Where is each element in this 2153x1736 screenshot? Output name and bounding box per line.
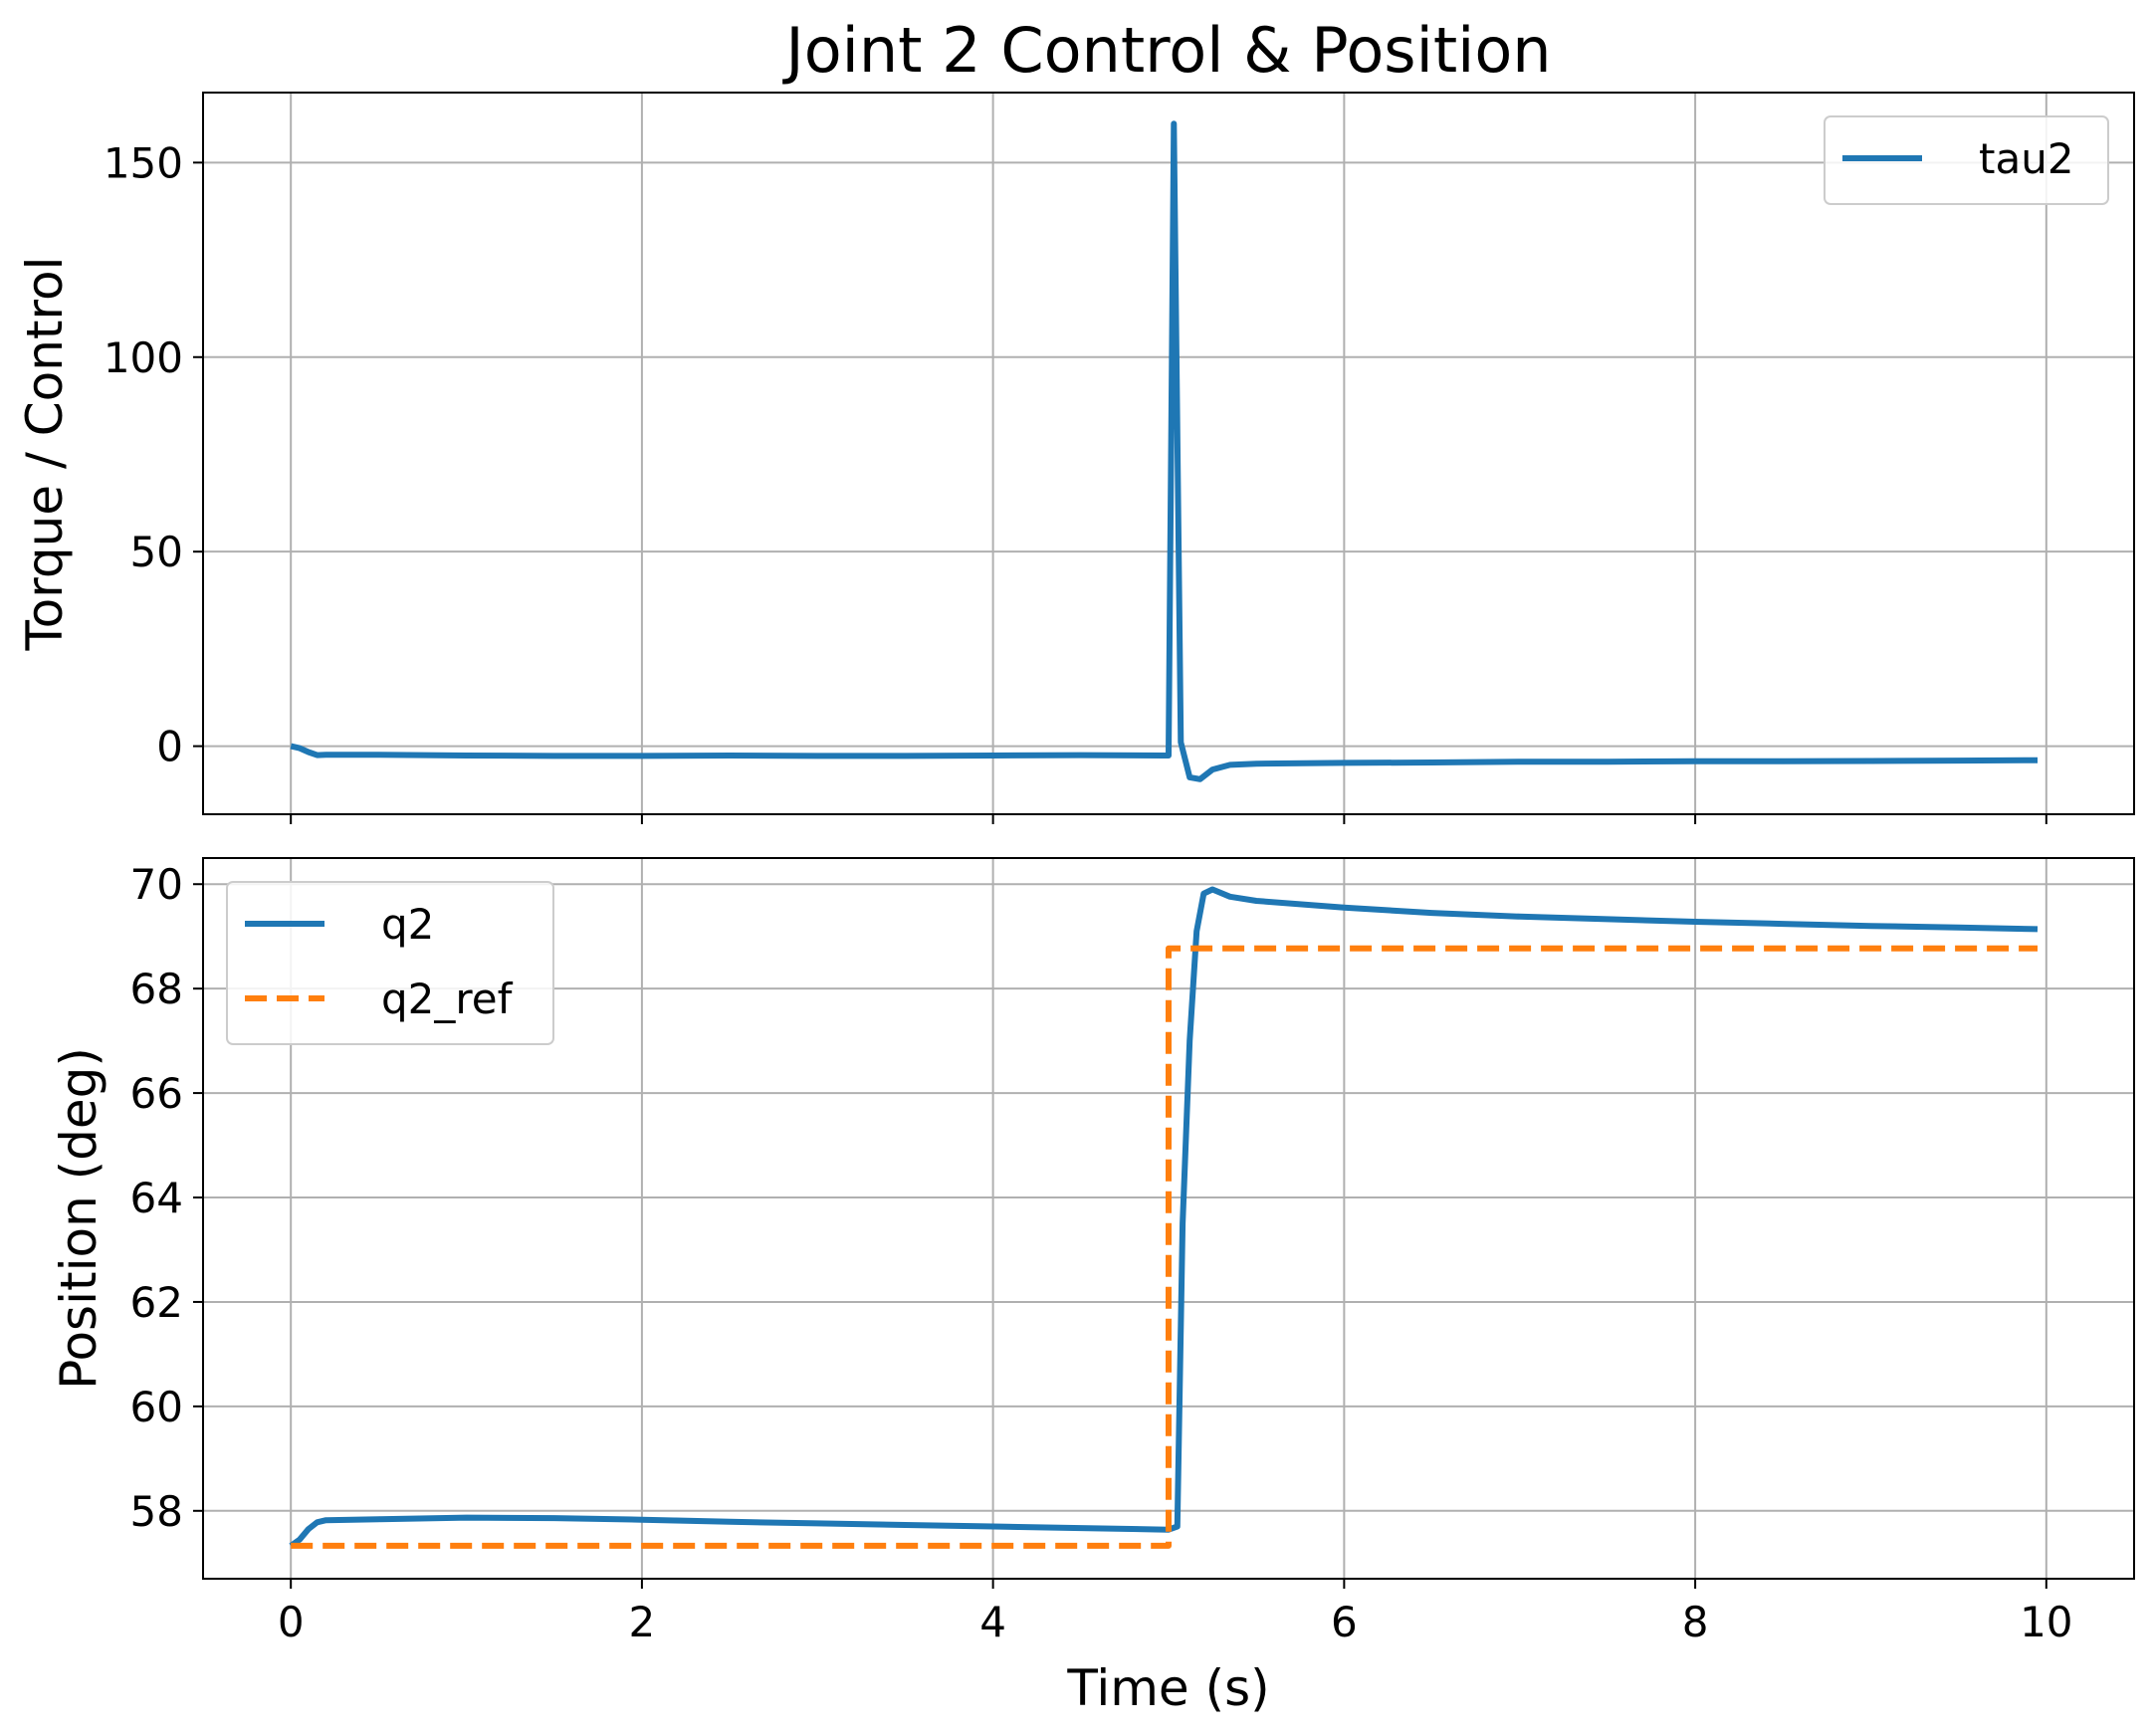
legend-label: tau2 bbox=[1979, 134, 2074, 183]
y-axis-label-torque: Torque / Control bbox=[16, 257, 74, 652]
legend-torque: tau2 bbox=[1824, 115, 2109, 205]
y-tick-label: 60 bbox=[130, 1383, 183, 1431]
series-group-position bbox=[289, 886, 2039, 1549]
y-tick-label: 50 bbox=[130, 528, 183, 576]
subplot-torque: 0 50 100 150 Torque / Control tau2 bbox=[16, 92, 2135, 824]
x-tick-label: 2 bbox=[629, 1598, 656, 1646]
ticks-torque: 0 50 100 150 bbox=[104, 138, 2047, 824]
legend-box bbox=[1824, 115, 2109, 205]
x-tick-label: 4 bbox=[979, 1598, 1006, 1646]
series-line-tau2 bbox=[290, 120, 2039, 782]
x-tick-label: 10 bbox=[2020, 1598, 2072, 1646]
series-line-q2 bbox=[289, 886, 2039, 1549]
axes-frame-position bbox=[202, 857, 2135, 1580]
legend-label: q2_ref bbox=[381, 975, 514, 1023]
x-tick-label: 8 bbox=[1682, 1598, 1709, 1646]
y-tick-label: 66 bbox=[130, 1069, 183, 1118]
legend-label: q2 bbox=[381, 900, 434, 949]
y-tick-label: 64 bbox=[130, 1174, 183, 1222]
y-tick-label: 70 bbox=[130, 860, 183, 909]
y-tick-label: 62 bbox=[130, 1278, 183, 1327]
legend-position: q2 q2_ref bbox=[226, 881, 554, 1045]
y-axis-label-position: Position (deg) bbox=[50, 1047, 108, 1390]
y-tick-label: 68 bbox=[130, 965, 183, 1013]
chart-title: Joint 2 Control & Position bbox=[781, 14, 1551, 87]
x-axis-label: Time (s) bbox=[1066, 1659, 1269, 1717]
y-tick-label: 150 bbox=[104, 138, 183, 187]
axes-frame-torque bbox=[202, 92, 2135, 815]
y-tick-label: 100 bbox=[104, 333, 183, 382]
x-tick-label: 0 bbox=[278, 1598, 305, 1646]
y-tick-label: 58 bbox=[130, 1487, 183, 1536]
x-tick-label: 6 bbox=[1331, 1598, 1358, 1646]
y-tick-label: 0 bbox=[156, 723, 183, 771]
series-group-torque bbox=[290, 120, 2039, 782]
